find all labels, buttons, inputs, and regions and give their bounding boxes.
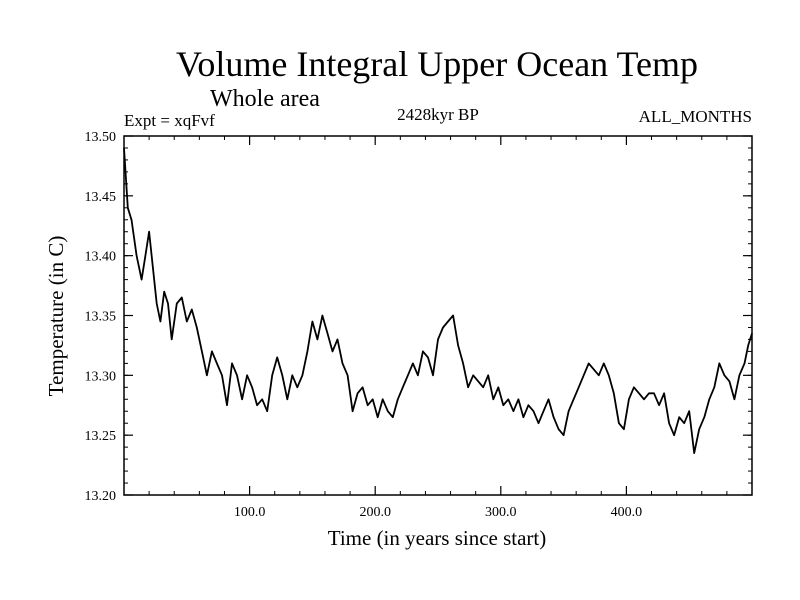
x-tick-label: 300.0 [485, 505, 517, 520]
chart-title: Volume Integral Upper Ocean Temp [176, 44, 698, 84]
plot-frame [123, 135, 753, 496]
y-tick-label: 13.40 [85, 250, 117, 265]
annotation-period: 2428kyr BP [397, 105, 479, 124]
series-line [123, 147, 753, 455]
annotation-experiment: Expt = xqFvf [124, 111, 215, 130]
plot-area: 13.20 13.25 13.30 13.35 13.40 13.45 13.50 100.0… [85, 130, 753, 520]
x-tick-label: 100.0 [234, 505, 266, 520]
annotation-months: ALL_MONTHS [639, 107, 752, 126]
x-tick-label: 200.0 [359, 505, 391, 520]
chart-subtitle: Whole area [210, 86, 320, 112]
y-tick-label: 13.45 [85, 190, 117, 205]
y-tick-label: 13.25 [85, 429, 117, 444]
y-tick-label: 13.30 [85, 369, 117, 384]
y-tick-label: 13.35 [85, 310, 117, 325]
x-tick-label: 400.0 [611, 505, 643, 520]
x-axis-label: Time (in years since start) [328, 526, 547, 550]
y-axis-label: Temperature (in C) [44, 236, 68, 397]
y-tick-label: 13.20 [85, 489, 117, 504]
y-tick-label: 13.50 [85, 130, 117, 145]
